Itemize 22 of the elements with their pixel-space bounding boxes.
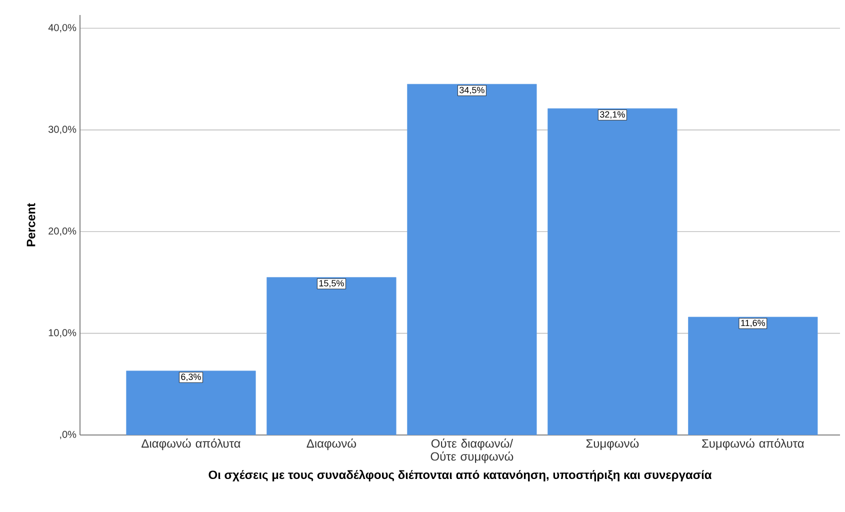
x-tick-label: Συμφωνώ απόλυτα	[702, 438, 804, 450]
x-tick-label: Διαφωνώ απόλυτα	[142, 438, 240, 450]
x-tick-label: Διαφωνώ	[306, 438, 356, 450]
bar	[266, 277, 396, 435]
x-axis-title: Οι σχέσεις με τους συναδέλφους διέπονται από κατανόηση, υποστήριξη και συνεργασία	[208, 470, 712, 482]
x-tick-label: Συμφωνώ	[586, 438, 639, 450]
y-tick-label: 30,0%	[48, 126, 76, 134]
data-label: 34,5%	[460, 86, 484, 94]
data-label: 32,1%	[600, 111, 625, 119]
bar	[407, 84, 537, 435]
bar	[126, 370, 256, 435]
y-tick-label: ,0%	[60, 430, 76, 440]
data-label: 6,3%	[181, 374, 201, 382]
y-tick-label: 10,0%	[48, 329, 76, 338]
y-tick-label: 40,0%	[48, 24, 76, 32]
bar	[688, 316, 818, 435]
data-label: 11,6%	[741, 320, 766, 328]
x-tick-label: Ούτε διαφωνώ/ Ούτε συμφωνώ	[430, 438, 514, 464]
y-axis-title: Percent	[26, 203, 36, 246]
y-tick-label: 20,0%	[48, 227, 76, 236]
data-label: 15,5%	[319, 280, 344, 288]
bar	[548, 108, 678, 435]
